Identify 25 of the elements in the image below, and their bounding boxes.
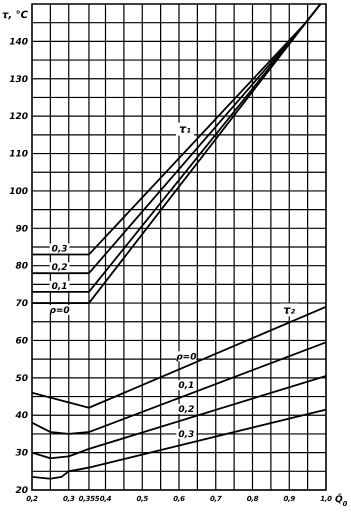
y-tick-label: 140 [9, 37, 28, 48]
y-tick-label: 90 [15, 224, 28, 234]
y-tick-label: 70 [15, 299, 28, 310]
y-axis-title: τ, °C [2, 10, 29, 21]
series-label: 0,1 [178, 381, 194, 392]
y-tick-label: 40 [14, 411, 28, 422]
y-tick-label: 80 [15, 262, 28, 272]
series-label: 0,3 [52, 244, 68, 254]
y-tick-label: 60 [15, 336, 28, 346]
series-label: 0,3 [178, 430, 194, 440]
series-label: 0,2 [52, 263, 68, 274]
y-tick-label: 110 [9, 150, 28, 160]
y-tick-label: 20 [15, 486, 28, 496]
series-label: 0,2 [178, 404, 194, 415]
y-tick-label: 130 [9, 74, 28, 85]
annotation: τ₂ [283, 303, 296, 316]
series-label: ρ=0 [49, 306, 70, 316]
annotation: τ₁ [179, 122, 192, 136]
series-label: 0,1 [52, 282, 68, 292]
y-tick-label: 50 [15, 374, 28, 384]
y-tick-label: 30 [15, 448, 28, 459]
y-tick-label: 100 [9, 186, 28, 197]
y-tick-label: 120 [9, 112, 28, 122]
x-axis-title: Q̄$_{0}$ [335, 493, 348, 508]
series-label: ρ=0 [176, 352, 196, 362]
